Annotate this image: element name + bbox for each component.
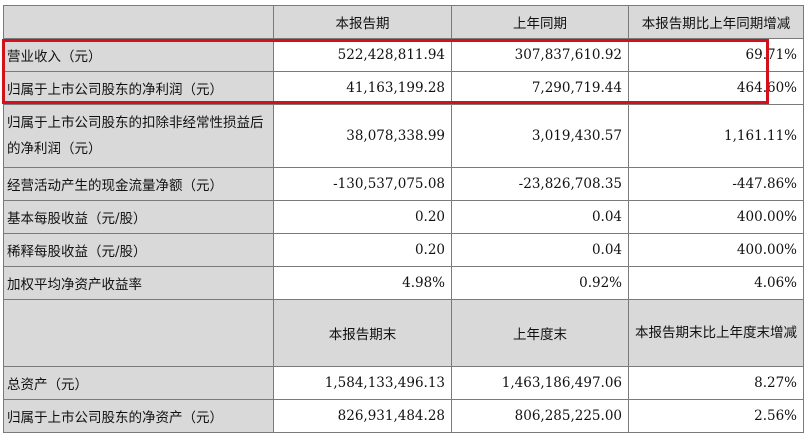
current-value: 4.98% — [273, 266, 452, 300]
row-label: 经营活动产生的现金流量净额（元） — [3, 167, 274, 201]
prior-value: 0.04 — [451, 233, 629, 267]
change-value: 1,161.11% — [628, 104, 804, 168]
row-label: 基本每股收益（元/股） — [3, 200, 274, 234]
row-label: 归属于上市公司股东的净资产（元） — [3, 399, 274, 433]
prior-value: -23,826,708.35 — [451, 167, 629, 201]
change-value: 2.56% — [628, 399, 804, 433]
prior-value: 0.92% — [451, 266, 629, 300]
table-row: 稀释每股收益（元/股） 0.20 0.04 400.00% — [3, 233, 804, 267]
current-value: 38,078,338.99 — [273, 104, 452, 168]
current-value: 0.20 — [273, 233, 452, 267]
prior-value: 0.04 — [451, 200, 629, 234]
table-row: 归属于上市公司股东的扣除非经常性损益后的净利润（元） 38,078,338.99… — [3, 104, 804, 168]
row-label: 加权平均净资产收益率 — [3, 266, 274, 300]
table-subheader-row: 本报告期末 上年度末 本报告期末比上年度末增减 — [3, 299, 804, 367]
table-row: 归属于上市公司股东的净利润（元） 41,163,199.28 7,290,719… — [3, 71, 804, 105]
change-value: 400.00% — [628, 233, 804, 267]
table-row: 经营活动产生的现金流量净额（元） -130,537,075.08 -23,826… — [3, 167, 804, 201]
table-row: 加权平均净资产收益率 4.98% 0.92% 4.06% — [3, 266, 804, 300]
header-blank-cell — [3, 5, 274, 39]
prior-value: 3,019,430.57 — [451, 104, 629, 168]
table-header-row: 本报告期 上年同期 本报告期比上年同期增减 — [3, 5, 804, 39]
table-row: 营业收入（元） 522,428,811.94 307,837,610.92 69… — [3, 38, 804, 72]
table-row: 归属于上市公司股东的净资产（元） 826,931,484.28 806,285,… — [3, 399, 804, 433]
prior-value: 806,285,225.00 — [451, 399, 629, 433]
header-current-period: 本报告期 — [273, 5, 452, 39]
current-value: -130,537,075.08 — [273, 167, 452, 201]
change-value: 69.71% — [628, 38, 804, 72]
row-label: 稀释每股收益（元/股） — [3, 233, 274, 267]
table-row: 总资产（元） 1,584,133,496.13 1,463,186,497.06… — [3, 366, 804, 400]
header-prior-period: 上年同期 — [451, 5, 629, 39]
row-label: 归属于上市公司股东的净利润（元） — [3, 71, 274, 105]
row-label: 总资产（元） — [3, 366, 274, 400]
table-row: 基本每股收益（元/股） 0.20 0.04 400.00% — [3, 200, 804, 234]
change-value: -447.86% — [628, 167, 804, 201]
current-value: 522,428,811.94 — [273, 38, 452, 72]
prior-value: 307,837,610.92 — [451, 38, 629, 72]
change-value: 464.60% — [628, 71, 804, 105]
financial-summary-table: 本报告期 上年同期 本报告期比上年同期增减 营业收入（元） 522,428,81… — [3, 5, 804, 433]
header-prior-year-end: 上年度末 — [451, 299, 629, 367]
change-value: 8.27% — [628, 366, 804, 400]
header-period-end-change: 本报告期末比上年度末增减 — [628, 299, 804, 367]
prior-value: 1,463,186,497.06 — [451, 366, 629, 400]
prior-value: 7,290,719.44 — [451, 71, 629, 105]
header-period-change: 本报告期比上年同期增减 — [628, 5, 804, 39]
current-value: 41,163,199.28 — [273, 71, 452, 105]
current-value: 0.20 — [273, 200, 452, 234]
current-value: 826,931,484.28 — [273, 399, 452, 433]
row-label: 归属于上市公司股东的扣除非经常性损益后的净利润（元） — [3, 104, 274, 168]
row-label: 营业收入（元） — [3, 38, 274, 72]
change-value: 4.06% — [628, 266, 804, 300]
change-value: 400.00% — [628, 200, 804, 234]
current-value: 1,584,133,496.13 — [273, 366, 452, 400]
header-period-end: 本报告期末 — [273, 299, 452, 367]
header-blank-cell — [3, 299, 274, 367]
